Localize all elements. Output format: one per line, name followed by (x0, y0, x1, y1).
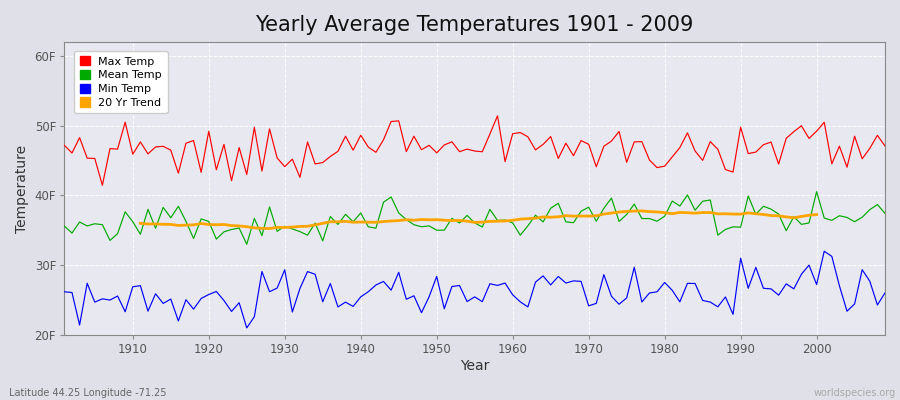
Text: worldspecies.org: worldspecies.org (814, 388, 896, 398)
Legend: Max Temp, Mean Temp, Min Temp, 20 Yr Trend: Max Temp, Mean Temp, Min Temp, 20 Yr Tre… (74, 50, 167, 114)
Y-axis label: Temperature: Temperature (15, 144, 29, 232)
Text: Latitude 44.25 Longitude -71.25: Latitude 44.25 Longitude -71.25 (9, 388, 166, 398)
X-axis label: Year: Year (460, 359, 490, 373)
Title: Yearly Average Temperatures 1901 - 2009: Yearly Average Temperatures 1901 - 2009 (256, 15, 694, 35)
